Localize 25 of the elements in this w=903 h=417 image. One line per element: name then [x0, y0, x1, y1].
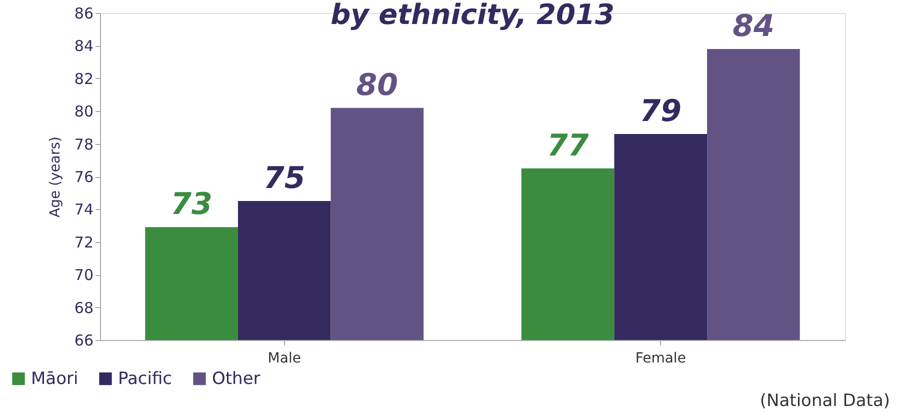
y-tick-label: 70 [74, 266, 94, 284]
y-tick-label: 78 [74, 135, 94, 154]
y-tick-label: 76 [74, 168, 94, 186]
y-tick-label: 82 [74, 70, 94, 88]
y-tick-label: 86 [74, 4, 94, 22]
data-label: 75 [263, 161, 306, 196]
y-tick-label: 72 [74, 233, 94, 252]
data-label: 73 [170, 187, 212, 222]
y-axis-title: Age (years) [47, 136, 64, 218]
data-label: 79 [640, 94, 682, 129]
data-label: 84 [732, 8, 774, 44]
y-tick-label: 68 [74, 298, 94, 317]
x-tick-label: Male [268, 350, 301, 366]
legend-label: Other [212, 368, 260, 389]
y-tick-label: 66 [74, 332, 94, 350]
data-label: 80 [356, 68, 398, 103]
text: (National Data) [760, 391, 890, 411]
y-tick-label: 74 [74, 200, 94, 219]
y-tick-label: 84 [74, 37, 94, 56]
chart-title: by ethnicity, 2013 [330, 0, 614, 31]
data-label: 77 [546, 128, 589, 164]
y-tick-label: 80 [74, 102, 94, 121]
x-tick-label: Female [635, 350, 686, 366]
legend-label: Pacific [118, 368, 172, 389]
legend-label: Māori [31, 368, 78, 389]
